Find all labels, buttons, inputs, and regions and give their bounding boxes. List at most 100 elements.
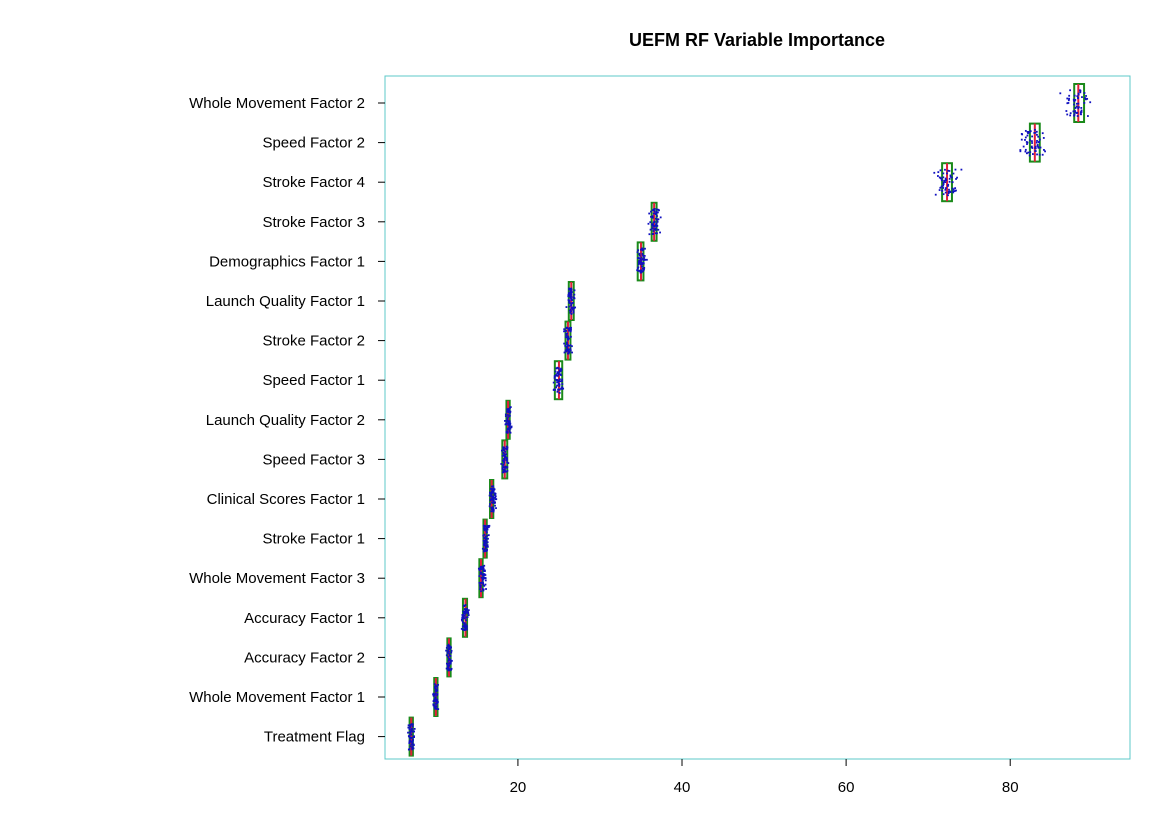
data-point [1073, 94, 1076, 97]
y-label: Launch Quality Factor 1 [206, 293, 365, 310]
data-point [488, 505, 491, 508]
data-point [642, 258, 644, 261]
data-point [559, 373, 562, 376]
data-point [482, 581, 484, 584]
data-point [490, 510, 493, 513]
data-point [504, 420, 506, 422]
data-point [565, 326, 568, 329]
data-point [409, 739, 411, 742]
data-point [655, 217, 657, 220]
data-point [1065, 110, 1068, 112]
data-point [1025, 152, 1028, 155]
data-point [557, 388, 560, 391]
data-point [1036, 145, 1039, 147]
data-point [947, 192, 950, 195]
data-point [501, 454, 504, 457]
data-point [432, 703, 435, 706]
data-point [655, 223, 657, 226]
data-point [1076, 95, 1079, 98]
data-point [566, 344, 569, 346]
data-point [479, 568, 481, 571]
data-point [1087, 115, 1089, 117]
data-point [567, 336, 570, 338]
data-point [1042, 137, 1045, 139]
data-point [1066, 102, 1069, 105]
data-point [411, 742, 414, 745]
data-point [938, 176, 941, 179]
data-point [951, 187, 954, 190]
data-point [411, 725, 414, 728]
data-point [573, 293, 576, 296]
data-point [560, 380, 563, 383]
data-point [640, 262, 643, 265]
data-point [411, 745, 414, 748]
data-point [447, 655, 449, 658]
data-point [569, 288, 571, 290]
data-point [486, 528, 489, 531]
data-point [939, 169, 942, 172]
data-point [638, 252, 641, 255]
data-point [1074, 111, 1077, 114]
data-point [637, 249, 640, 252]
data-point [465, 608, 468, 611]
data-point [465, 609, 467, 612]
data-point [504, 450, 507, 453]
data-point [448, 645, 451, 647]
data-point [483, 541, 486, 544]
data-point [508, 428, 511, 431]
data-point [1041, 132, 1044, 135]
data-point [553, 375, 556, 378]
data-point [489, 492, 491, 494]
data-point [1068, 94, 1071, 97]
data-point [564, 349, 567, 352]
data-point [505, 470, 508, 473]
data-point [508, 430, 511, 433]
data-point [411, 730, 414, 733]
data-point [505, 410, 508, 413]
data-point [944, 168, 946, 171]
data-point [1030, 145, 1033, 148]
data-point [942, 176, 945, 179]
data-point [485, 539, 488, 542]
data-point [641, 265, 643, 268]
data-point [502, 466, 505, 469]
data-point [940, 177, 943, 180]
data-point [641, 252, 644, 255]
data-point [450, 659, 453, 662]
data-point [491, 502, 494, 504]
data-point [479, 588, 481, 590]
x-axis: 20 40 60 80 [510, 759, 1019, 796]
data-point [653, 210, 656, 212]
data-point [1024, 136, 1027, 139]
data-point [482, 543, 485, 546]
data-point [1038, 153, 1041, 156]
data-point [655, 213, 657, 216]
data-point [640, 248, 642, 251]
data-point [573, 289, 576, 292]
data-point [502, 463, 505, 466]
data-point [568, 302, 571, 304]
data-point [484, 583, 487, 586]
data-point [482, 568, 485, 571]
data-point [557, 372, 560, 375]
data-point [952, 188, 955, 191]
data-point [445, 654, 448, 657]
data-point [1029, 139, 1031, 142]
data-point [466, 628, 468, 631]
data-point [643, 268, 645, 271]
data-point [570, 302, 573, 305]
data-point [507, 414, 509, 416]
data-point [506, 418, 509, 420]
data-point [559, 370, 562, 372]
data-point [460, 618, 463, 621]
data-point [637, 261, 640, 263]
data-point [1031, 135, 1034, 138]
data-point [461, 614, 464, 617]
data-point [564, 330, 566, 332]
data-point [482, 583, 485, 586]
data-point [1066, 113, 1069, 116]
data-point [492, 491, 495, 494]
data-point [558, 392, 561, 394]
y-label: Speed Factor 3 [262, 451, 365, 468]
data-point [492, 509, 495, 511]
